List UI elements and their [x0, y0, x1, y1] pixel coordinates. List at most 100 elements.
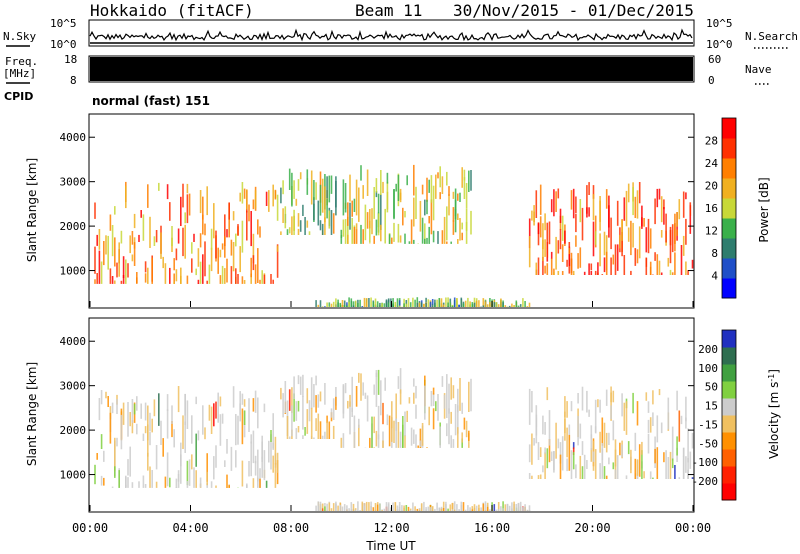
x-tick-label: 20:00: [574, 521, 610, 535]
colorbar-swatch: [722, 278, 736, 299]
echo-region: [280, 374, 337, 439]
freq-tick-bottom: 8: [70, 74, 77, 87]
colorbar-tick-label: -200: [692, 475, 719, 488]
nsearch-tick-bottom: 10^0: [706, 38, 733, 51]
freq-label-line1: Freq.: [5, 55, 38, 68]
freq-fill: [90, 57, 693, 81]
x-axis-ticks: 00:00 04:00 08:00 12:00 16:00 20:00 00:00: [72, 301, 711, 535]
colorbar-tick-label: 100: [698, 362, 718, 375]
cpid-label: CPID: [4, 90, 33, 103]
x-tick-label: 12:00: [373, 521, 409, 535]
nsky-tick-bottom: 10^0: [50, 38, 77, 51]
nsearch-tick-top: 10^5: [706, 17, 733, 30]
colorbar-swatch: [722, 198, 736, 219]
colorbar-tick-label: 24: [705, 157, 719, 170]
colorbar-swatch: [722, 118, 736, 139]
y-tick-label: 4000: [60, 131, 87, 144]
velocity-colorbar-label-text: Velocity [m s: [767, 382, 781, 459]
y-tick-label: 1000: [60, 265, 87, 278]
plot-title: Hokkaido (fitACF): [90, 1, 254, 20]
echo-region: [315, 501, 531, 511]
colorbar-tick-label: 12: [705, 225, 718, 238]
power-heatmap: [94, 164, 694, 307]
freq-label-line2: [MHz]: [3, 67, 36, 80]
colorbar-swatch: [722, 138, 736, 159]
noise-trace: [89, 28, 693, 44]
y-tick-label: 3000: [60, 380, 87, 393]
nave-label: Nave: [745, 63, 772, 76]
velocity-y-ticks: 1000 2000 3000 4000: [60, 335, 694, 482]
x-axis-label: Time UT: [365, 539, 416, 553]
nsky-tick-top: 10^5: [50, 17, 77, 30]
x-tick-label: 08:00: [273, 521, 309, 535]
noise-panel: [88, 19, 695, 47]
x-tick-label: 00:00: [72, 521, 108, 535]
echo-region: [340, 164, 472, 244]
colorbar-swatch: [722, 381, 736, 399]
colorbar-swatch: [722, 218, 736, 239]
nave-tick-bottom: 0: [708, 74, 715, 87]
velocity-heatmap: [94, 368, 694, 511]
velocity-colorbar-label: Velocity [m s-1]: [767, 369, 782, 459]
colorbar-swatch: [722, 415, 736, 433]
nave-tick-top: 60: [708, 53, 721, 66]
cpid-mode-text: normal (fast) 151: [92, 94, 210, 108]
colorbar-tick-label: 15: [705, 400, 718, 413]
echo-region: [94, 386, 279, 488]
freq-tick-top: 18: [64, 53, 77, 66]
colorbar-tick-label: -50: [698, 437, 718, 450]
y-tick-label: 3000: [60, 176, 87, 189]
echo-region: [528, 182, 694, 275]
echo-region: [280, 168, 337, 235]
colorbar-tick-label: 200: [698, 343, 718, 356]
colorbar-swatch: [722, 330, 736, 348]
power-ylabel: Slant Range [km]: [25, 158, 39, 262]
colorbar-swatch: [722, 466, 736, 484]
power-colorbar-label: Power [dB]: [757, 177, 771, 242]
echo-region: [315, 297, 531, 307]
x-tick-label: 04:00: [172, 521, 208, 535]
colorbar-tick-label: 8: [711, 247, 718, 260]
velocity-panel-frame: [88, 317, 695, 513]
velocity-ylabel: Slant Range [km]: [25, 362, 39, 466]
colorbar-tick-label: 16: [705, 202, 718, 215]
velocity-colorbar: 200 100 50 15 -15 -50 -100 -200: [692, 329, 737, 501]
x-tick-label: 16:00: [474, 521, 510, 535]
beam-label: Beam 11: [355, 1, 422, 20]
colorbar-tick-label: 20: [705, 180, 718, 193]
echo-region: [94, 181, 279, 284]
colorbar-frame: [721, 117, 737, 299]
nsearch-label: N.Search: [745, 30, 798, 43]
colorbar-swatch: [722, 347, 736, 365]
echo-region: [528, 386, 694, 479]
nsky-label: N.Sky: [3, 30, 36, 43]
date-range: 30/Nov/2015 - 01/Dec/2015: [453, 1, 694, 20]
colorbar-swatch: [722, 449, 736, 467]
y-tick-label: 2000: [60, 220, 87, 233]
colorbar-tick-label: -100: [692, 456, 719, 469]
colorbar-swatch: [722, 398, 736, 416]
colorbar-swatch: [722, 238, 736, 259]
colorbar-frame: [721, 329, 737, 501]
colorbar-swatch: [722, 258, 736, 279]
colorbar-tick-label: 28: [705, 135, 718, 148]
colorbar-swatch: [722, 483, 736, 501]
colorbar-swatch: [722, 432, 736, 450]
power-y-ticks: 1000 2000 3000 4000: [60, 131, 694, 278]
y-tick-label: 4000: [60, 335, 87, 348]
power-colorbar: 4 8 12 16 20 24 28: [705, 117, 737, 299]
x-tick-label: 00:00: [675, 521, 711, 535]
y-tick-label: 1000: [60, 469, 87, 482]
colorbar-swatch: [722, 364, 736, 382]
colorbar-tick-label: -15: [698, 418, 718, 431]
colorbar-tick-label: 4: [711, 270, 718, 283]
colorbar-swatch: [722, 158, 736, 179]
echo-region: [340, 368, 472, 448]
power-panel-frame: [88, 113, 695, 309]
velocity-colorbar-label-close: ]: [767, 369, 781, 374]
colorbar-swatch: [722, 178, 736, 199]
y-tick-label: 2000: [60, 424, 87, 437]
noise-sky-line: [89, 28, 693, 42]
colorbar-tick-label: 50: [705, 381, 718, 394]
